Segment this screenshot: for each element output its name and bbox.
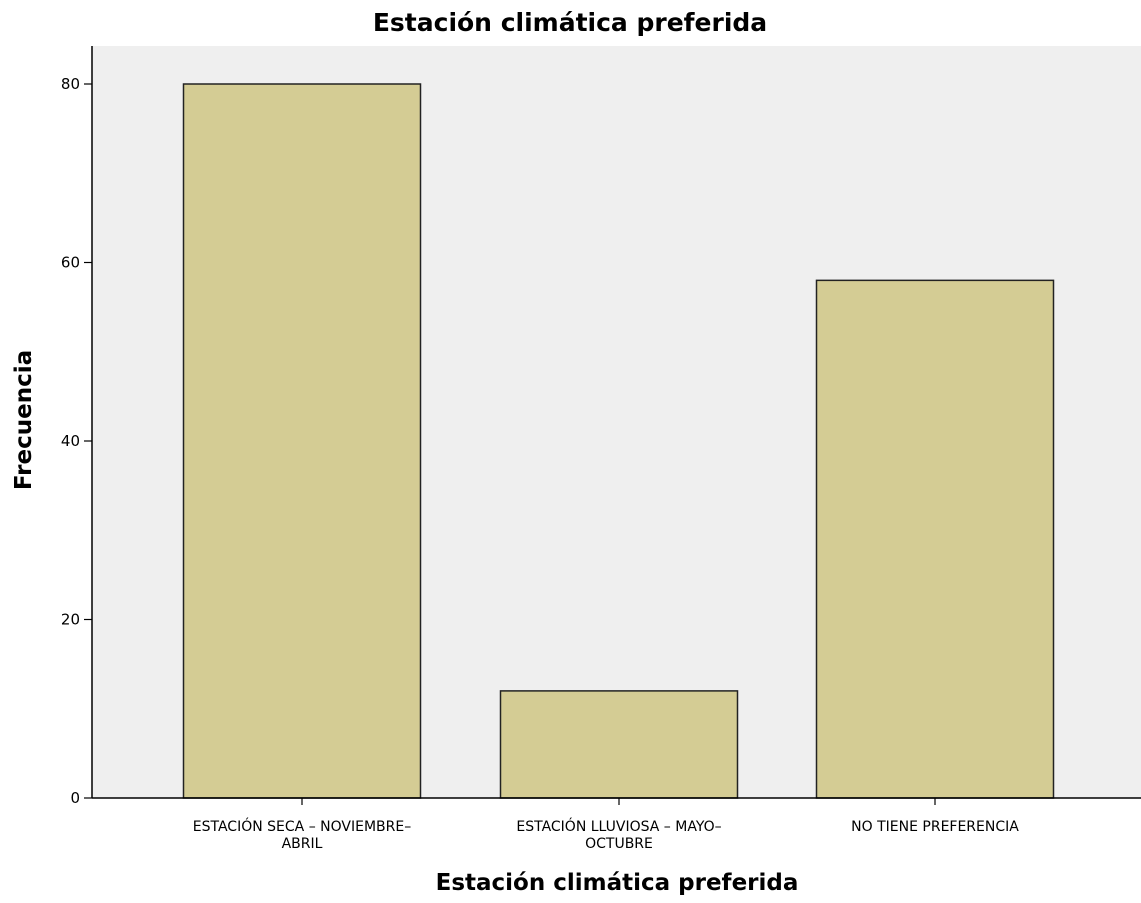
y-tick-label: 20: [61, 611, 80, 629]
chart-title: Estación climática preferida: [373, 8, 767, 37]
x-category-label-line: OCTUBRE: [585, 836, 653, 852]
x-category-label-line: NO TIENE PREFERENCIA: [851, 819, 1019, 835]
bars-layer: [182, 83, 1055, 799]
x-axis-label: Estación climática preferida: [436, 870, 799, 896]
bar: [815, 279, 1055, 799]
y-tick-label: 40: [61, 432, 80, 450]
y-tick-label: 0: [70, 789, 80, 807]
x-ticks: ESTACIÓN SECA – NOVIEMBRE– ABRILESTACIÓN …: [193, 798, 1019, 852]
y-axis-label: Frecuencia: [11, 350, 37, 490]
y-tick-label: 80: [61, 75, 80, 93]
x-category-label: ESTACIÓN LLUVIOSA – MAYO– OCTUBRE: [516, 817, 721, 852]
x-category-label-line: ESTACIÓN SECA – NOVIEMBRE–: [193, 817, 411, 835]
y-ticks: 0 20 40 60 80: [61, 75, 92, 807]
y-tick-label: 60: [61, 254, 80, 272]
x-category-label-line: ESTACIÓN LLUVIOSA – MAYO–: [516, 817, 721, 835]
x-category-label: ESTACIÓN SECA – NOVIEMBRE– ABRIL: [193, 817, 411, 852]
x-category-label: NO TIENE PREFERENCIA: [851, 819, 1019, 835]
bar: [499, 690, 739, 799]
x-category-label-line: ABRIL: [282, 836, 323, 852]
bar: [182, 83, 422, 799]
